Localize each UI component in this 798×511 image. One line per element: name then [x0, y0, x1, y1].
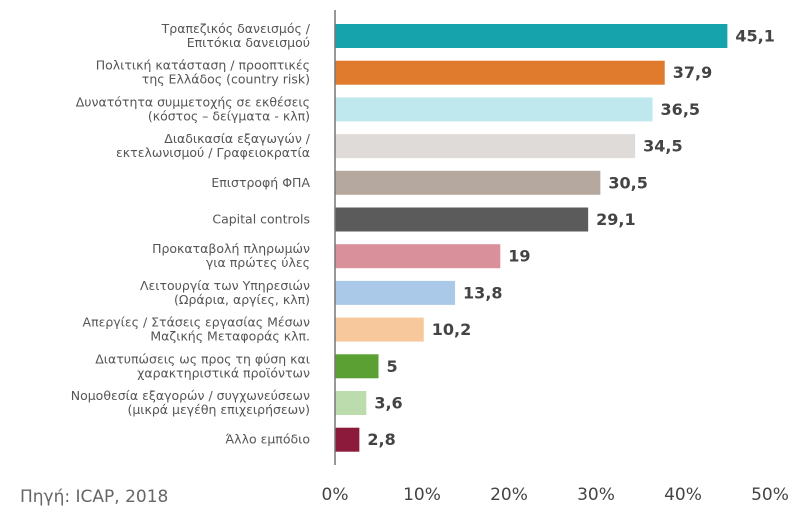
bar: [335, 244, 501, 269]
category-line: εκτελωνισμού / Γραφειοκρατία: [116, 145, 310, 160]
bar: [335, 317, 424, 342]
category-label: Απεργίες / Στάσεις εργασίας Μέσων Μαζικής…: [83, 314, 310, 343]
category-line: Πολιτική κατάσταση / προοπτικές: [96, 57, 310, 72]
category-label: Λειτουργία των Υπηρεσιών (Ωράρια, αργίες,…: [140, 277, 310, 306]
category-line: Διαδικασία εξαγωγών /: [164, 131, 311, 146]
category-line: Λειτουργία των Υπηρεσιών: [140, 277, 310, 292]
category-label: Διαδικασία εξαγωγών / εκτελωνισμού / Γραφ…: [116, 131, 311, 160]
category-label: Επιστροφή ΦΠΑ: [211, 174, 310, 189]
category-label: Προκαταβολή πληρωμών για πρώτες ύλες: [152, 241, 310, 270]
value-label: 30,5: [608, 173, 647, 192]
bar: [335, 24, 728, 48]
category-label: Τραπεζικός δανεισμός / Επιτόκια δανεισμού: [161, 21, 311, 50]
category-line: Τραπεζικός δανεισμός /: [161, 21, 311, 36]
category-line: Δυνατότητα συμμετοχής σε εκθέσεις: [76, 94, 310, 109]
x-tick-label: 40%: [664, 485, 702, 505]
category-line: χαρακτηριστικά προϊόντων: [137, 365, 310, 380]
value-label: 2,8: [367, 430, 395, 449]
value-label: 45,1: [735, 27, 774, 46]
category-label: Άλλο εμπόδιο: [226, 431, 310, 446]
x-tick-label: 10%: [403, 485, 441, 505]
category-line: Νομοθεσία εξαγορών / συγχωνεύσεων: [71, 388, 310, 403]
bar: [335, 97, 653, 122]
category-label: Capital controls: [212, 211, 310, 226]
value-label: 36,5: [661, 100, 700, 119]
category-label: Πολιτική κατάσταση / προοπτικές της Ελλάδ…: [96, 57, 310, 86]
bar: [335, 280, 456, 305]
value-label: 37,9: [673, 63, 712, 82]
value-label: 34,5: [643, 137, 682, 156]
bar: [335, 427, 360, 452]
category-line: Επιστροφή ΦΠΑ: [211, 174, 310, 189]
category-line: (μικρά μεγέθη επιχειρήσεων): [127, 402, 310, 417]
category-line: για πρώτες ύλες: [206, 255, 310, 270]
category-line: Μαζικής Μεταφοράς κλπ.: [150, 328, 310, 343]
x-tick-label: 20%: [490, 485, 528, 505]
category-label: Διατυπώσεις ως προς τη φύση και χαρακτηρι…: [95, 351, 310, 380]
x-tick-label: 0%: [322, 485, 349, 505]
category-line: (Ωράρια, αργίες, κλπ): [174, 291, 310, 306]
value-label: 19: [508, 247, 530, 266]
category-line: Άλλο εμπόδιο: [226, 431, 310, 446]
value-label: 13,8: [463, 283, 502, 302]
x-tick-label: 30%: [577, 485, 615, 505]
bar: [335, 391, 367, 415]
category-line: (κόστος – δείγματα - κλπ): [148, 108, 310, 123]
bar: [335, 207, 589, 232]
category-line: Διατυπώσεις ως προς τη φύση και: [95, 351, 310, 366]
bar: [335, 354, 379, 379]
category-line: Επιτόκια δανεισμού: [187, 35, 310, 50]
bar: [335, 134, 636, 159]
source: Πηγή: ICAP, 2018: [20, 487, 168, 507]
category-line: Προκαταβολή πληρωμών: [152, 241, 310, 256]
bar: [335, 170, 601, 195]
value-label: 5: [387, 357, 398, 376]
category-line: Απεργίες / Στάσεις εργασίας Μέσων: [83, 314, 310, 329]
value-label: 29,1: [596, 210, 635, 229]
category-label: Δυνατότητα συμμετοχής σε εκθέσεις (κόστος…: [76, 94, 310, 123]
x-tick-label: 50%: [751, 485, 789, 505]
value-label: 3,6: [374, 394, 402, 413]
category-line: της Ελλάδος (country risk): [142, 71, 310, 86]
category-label: Νομοθεσία εξαγορών / συγχωνεύσεων (μικρά …: [71, 388, 310, 417]
value-label: 10,2: [432, 320, 471, 339]
category-line: Capital controls: [212, 211, 310, 226]
bar: [335, 60, 665, 85]
